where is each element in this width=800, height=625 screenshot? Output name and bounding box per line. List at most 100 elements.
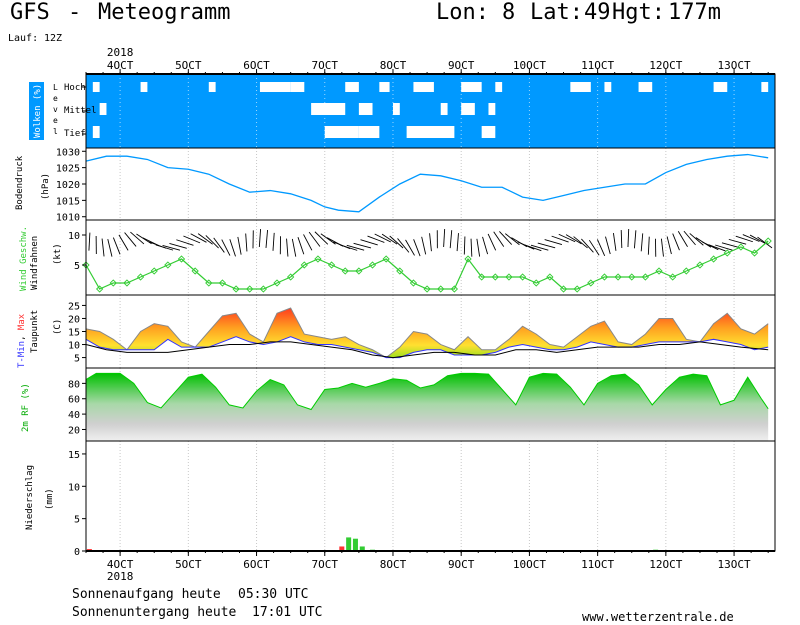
wind-barb (530, 244, 549, 251)
humidity-line (85, 372, 769, 411)
wind-speed-point (232, 285, 240, 293)
cloud-block-mittel (392, 103, 400, 115)
wind-speed-point (409, 279, 418, 287)
wind-barb (672, 233, 680, 251)
wind-barb (291, 238, 297, 257)
temperature-range-area (86, 308, 769, 358)
top-date-label: 13OCT (718, 59, 751, 72)
wind-speed-point (587, 279, 595, 287)
wind-barb (124, 232, 137, 247)
wind-barb (749, 234, 767, 245)
wind-barb (245, 233, 248, 252)
wind-speed-point (205, 279, 213, 287)
wind-barb (155, 244, 174, 251)
cloud-block-hoch (259, 82, 291, 92)
panel-frame-pressure (85, 147, 776, 221)
precipitation-ylabel: Niederschlag (25, 465, 35, 530)
humidity-tick-label: 40 (68, 410, 80, 421)
pressure-tick-label: 1030 (56, 147, 80, 158)
wind-tick-label: 10 (68, 231, 80, 242)
lon-value: 8 (502, 0, 516, 25)
wind-speed-point (546, 273, 554, 281)
wind-speed-point (109, 279, 117, 287)
wind-barb (551, 235, 569, 243)
wind-barb (346, 244, 365, 251)
cloud-axis-label-char: e (53, 116, 58, 125)
wind-speed-point (287, 273, 295, 281)
tmax-line (85, 307, 769, 359)
humidity-area (86, 373, 769, 441)
precipitation-tick-label: 0 (74, 547, 80, 558)
run-value: 12Z (44, 33, 63, 44)
temperature-ylabel: T-Min, Max (17, 313, 27, 368)
cloud-block-tief (481, 126, 496, 138)
wind-barb (715, 244, 733, 251)
wind-barb (660, 238, 664, 257)
wind-speed-point (273, 279, 281, 287)
wind-speed-point (491, 273, 499, 281)
cloud-block-hoch (345, 82, 359, 92)
top-date-label: 5OCT (175, 59, 202, 72)
bottom-date-label: 12OCT (649, 558, 682, 571)
wind-barb (405, 239, 415, 256)
precipitation-bar (346, 537, 352, 551)
wind-barb (308, 231, 321, 247)
wind-barb (573, 236, 588, 249)
wind-speed-point (164, 261, 172, 269)
wind-speed-point (628, 273, 636, 281)
wind-barb (735, 235, 753, 243)
wind-speed-point (437, 285, 445, 293)
wind-barb (470, 238, 473, 257)
wind-speed-point (136, 273, 145, 281)
wind-barb (130, 231, 145, 245)
website-link[interactable]: www.wetterzentrale.de (582, 610, 734, 624)
cloud-block-hoch (208, 82, 216, 92)
cloud-block-tief (92, 126, 100, 138)
wind-barb (297, 237, 305, 255)
wind-barb (237, 236, 242, 255)
wind-barb (118, 234, 129, 251)
wind-speed-point (314, 255, 322, 263)
bottom-date-label: 7OCT (312, 558, 339, 571)
wind-barb (353, 242, 372, 249)
wind-speed-point (218, 279, 227, 287)
wind-speed-point (123, 279, 131, 287)
top-date-label: 7OCT (312, 59, 339, 72)
cloud-block-tief (324, 126, 359, 138)
wind-speed-point (682, 267, 690, 275)
wind-speed-point (464, 255, 472, 263)
wind-barb (265, 229, 269, 248)
wind-speed-point (396, 267, 404, 275)
wind-barb (213, 237, 225, 253)
wind-speed-point (191, 267, 199, 275)
wind-speed-point (709, 255, 718, 263)
precipitation-tick-label: 10 (68, 482, 80, 493)
lat-value: 49 (584, 0, 611, 25)
wind-speed-point (655, 267, 663, 275)
wind-barb (112, 237, 121, 255)
cloud-block-tief (358, 126, 380, 138)
cloud-level-label: Hoch (64, 83, 86, 93)
cloud-block-hoch (761, 82, 769, 92)
precipitation-bar (359, 546, 365, 551)
wind-ylabel-barbs: Windfahnen (30, 236, 40, 290)
wind-speed-point (478, 273, 486, 281)
wind-speed-point (82, 261, 90, 269)
wind-speed-point (300, 261, 308, 269)
humidity-tick-label: 60 (68, 395, 80, 406)
top-date-label: 8OCT (380, 59, 407, 72)
bottom-date-label: 13OCT (718, 558, 751, 571)
wind-barb (463, 236, 466, 255)
wind-barb (640, 233, 644, 252)
sunrise-label: Sonnenaufgang heute (72, 587, 221, 602)
cloud-axis-label-char: l (53, 127, 58, 136)
wind-barb (620, 230, 623, 249)
wind-barb (429, 233, 432, 252)
model-name: GFS (10, 0, 50, 25)
wind-speed-point (573, 285, 581, 293)
bottom-year-label: 2018 (107, 570, 134, 583)
wind-barb (449, 230, 453, 249)
wind-barb (229, 239, 236, 257)
wind-barb (482, 236, 489, 255)
